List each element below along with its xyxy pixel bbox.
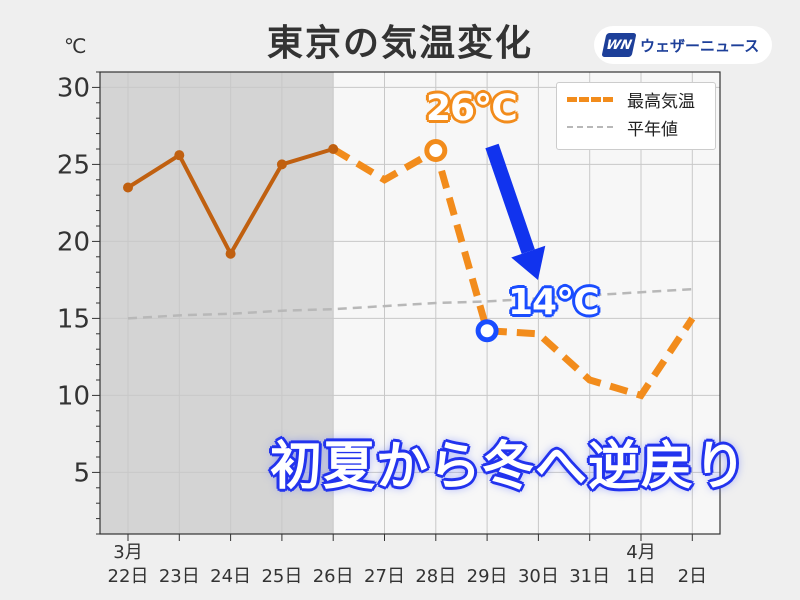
data-point-observed (328, 144, 339, 154)
legend: 最高気温 平年値 (556, 82, 716, 150)
y-tick-label: 30 (57, 73, 90, 103)
data-point-observed (174, 150, 185, 161)
legend-label-max: 最高気温 (627, 91, 695, 112)
x-tick-label: 22日 (108, 566, 149, 587)
legend-swatch-max (567, 96, 613, 102)
legend-item-normal: 平年値 (567, 115, 678, 140)
y-tick-label: 15 (57, 304, 90, 334)
x-tick-label: 23日 (159, 566, 200, 587)
data-point-observed (123, 182, 133, 193)
x-tick-label: 28日 (415, 566, 456, 587)
legend-swatch-normal (567, 126, 613, 128)
y-axis-unit: ℃ (64, 34, 87, 58)
y-tick-label: 10 (57, 381, 90, 411)
legend-item-max: 最高気温 (567, 87, 695, 112)
observed-period-shade (100, 72, 334, 534)
x-tick-label: 2日 (678, 566, 707, 587)
y-tick-label: 25 (57, 150, 90, 180)
x-tick-label: 30日 (518, 566, 559, 587)
x-tick-label: 27日 (364, 566, 405, 587)
y-tick-label: 5 (73, 458, 90, 488)
headline-caption: 初夏から冬へ逆戻り (270, 437, 748, 497)
data-point-observed (225, 248, 236, 259)
x-tick-label: 29日 (467, 566, 508, 587)
logo-text: ウェザーニュース (640, 36, 760, 55)
high-temp-callout: 26℃ (426, 88, 518, 129)
x-tick-label: 24日 (210, 566, 251, 587)
series-line-normal (127, 287, 693, 320)
x-tick-label: 25日 (261, 566, 302, 587)
x-tick-label: 1日 (626, 566, 655, 587)
x-tick-label: 31日 (569, 566, 610, 587)
y-tick-label: 20 (57, 227, 90, 257)
data-point-observed (276, 159, 287, 170)
series-line-forecast (331, 145, 696, 400)
low-temp-callout: 14℃ (508, 282, 600, 323)
weathernews-logo: WN ウェザーニュース (594, 26, 772, 64)
chart-title: 東京の気温変化 (266, 23, 533, 64)
drop-arrow-head (511, 245, 546, 280)
x-month-label: 3月 (113, 542, 142, 563)
data-point-low-marker (475, 319, 499, 343)
data-point-high-marker (424, 139, 448, 163)
x-tick-label: 26日 (313, 566, 354, 587)
drop-arrow-shaft (485, 143, 535, 254)
legend-label-normal: 平年値 (627, 119, 678, 140)
x-month-label: 4月 (626, 542, 655, 563)
